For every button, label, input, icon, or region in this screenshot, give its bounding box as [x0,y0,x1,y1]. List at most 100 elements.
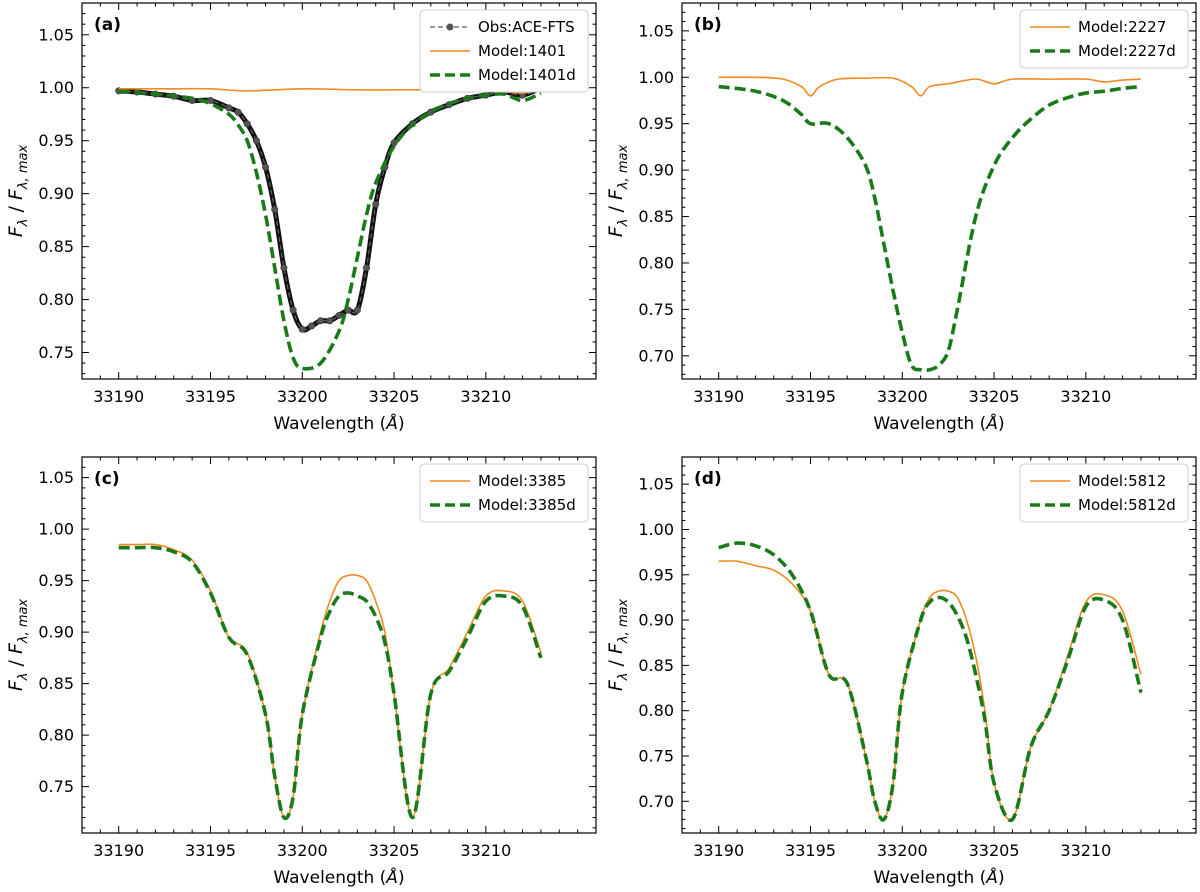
y-tick-label: 1.05 [38,25,74,44]
series-line-dashed [118,545,543,821]
x-axis-label: Wavelength (Å) [873,866,1004,888]
series-point [298,325,306,333]
y-axis-label: Fλ / Fλ, max [605,145,631,238]
legend-entry: Model:2227d [1078,42,1176,60]
y-tick-label: 1.00 [638,68,674,87]
y-tick-label: 0.70 [638,346,674,365]
x-tick-label: 33210 [460,841,511,860]
x-tick-label: 33190 [93,387,144,406]
legend-box [1019,463,1189,523]
panel-b: 33190 33195 33200 33205 33210 0.70 0.75 0.80 0.8… [605,2,1197,434]
panel-a: 33190 33195 33200 33205 33210 0.75 0.80 0.85 0.9… [5,2,597,434]
x-tick-label: 33200 [877,387,928,406]
x-tick-label: 33190 [693,841,744,860]
legend-entry: Model:3385d [478,496,576,514]
series-point [225,104,233,112]
legend-entry: Model:5812 [1078,472,1166,490]
series-point [353,306,361,314]
y-axis-label: Fλ / Fλ, max [5,599,31,692]
series-point [234,108,242,116]
y-tick-label: 0.70 [638,792,674,811]
y-axis-label: Fλ / Fλ, max [5,145,31,238]
legend: Model:5812 Model:5812d [1019,463,1189,523]
x-tick-label: 33210 [460,387,511,406]
x-axis-label: Wavelength (Å) [273,866,404,888]
series-point [252,137,260,145]
series-group [718,76,1142,373]
panel-label: (a) [94,15,121,35]
y-tick-label: 0.90 [38,623,74,642]
series-line-solid [118,543,542,820]
y-axis-label: Fλ / Fλ, max [605,599,631,692]
y-tick-label: 0.90 [638,611,674,630]
series-line-dashed [718,541,1143,823]
x-tick-label: 33205 [969,841,1020,860]
series-line-obs [118,87,542,331]
y-tick-label: 0.85 [38,237,74,256]
y-tick-label: 1.05 [638,475,674,494]
y-tick-label: 1.05 [638,21,674,40]
y-tick-label: 0.75 [38,343,74,362]
y-tick-label: 0.80 [638,253,674,272]
series-line-solid [718,76,1141,97]
y-tick-label: 1.00 [38,78,74,97]
x-tick-label: 33210 [1060,387,1111,406]
legend-box [1019,9,1189,69]
y-tick-label: 0.75 [638,300,674,319]
x-tick-label: 33195 [185,841,236,860]
y-tick-label: 0.80 [38,726,74,745]
series-point [363,264,371,272]
y-tick-label: 0.75 [638,746,674,765]
x-tick-label: 33210 [1060,841,1111,860]
y-tick-label: 0.85 [638,656,674,675]
x-axis-label: Wavelength (Å) [273,412,404,434]
series-point [372,200,380,208]
legend-entry: Model:5812d [1078,496,1176,514]
y-tick-label: 0.80 [638,701,674,720]
series-line-dashed [118,89,542,371]
x-tick-label: 33195 [785,841,836,860]
series-point [243,120,251,128]
panel-c: 33190 33195 33200 33205 33210 0.75 0.80 0.85 0.9… [5,456,597,888]
panel-label: (c) [94,469,120,489]
x-tick-label: 33190 [693,387,744,406]
series-point [307,322,315,330]
series-point [289,306,297,314]
x-tick-label: 33190 [93,841,144,860]
legend: Model:2227 Model:2227d [1019,9,1189,69]
panel-d: 33190 33195 33200 33205 33210 0.70 0.75 0.80 0.8… [605,456,1197,888]
legend-entry: Model:3385 [478,472,566,490]
y-tick-label: 0.95 [38,131,74,150]
legend-box [419,463,589,523]
panel-label: (b) [694,15,722,35]
x-tick-label: 33205 [969,387,1020,406]
y-tick-label: 1.05 [38,468,74,487]
legend-box [419,9,589,93]
y-tick-label: 0.90 [638,161,674,180]
y-tick-label: 0.95 [38,571,74,590]
y-tick-label: 0.75 [38,777,74,796]
y-tick-label: 0.90 [38,184,74,203]
y-tick-label: 0.95 [638,114,674,133]
series-point [335,311,343,319]
legend: Model:3385 Model:3385d [419,463,589,523]
y-tick-label: 1.00 [38,520,74,539]
series-group [118,543,543,821]
series-point [280,264,288,272]
series-point [271,206,279,214]
x-tick-label: 33195 [785,387,836,406]
series-line-obs-band [116,85,544,333]
x-tick-label: 33200 [277,841,328,860]
series-group [718,541,1143,823]
y-tick-label: 0.95 [638,565,674,584]
y-tick-label: 0.85 [638,207,674,226]
x-tick-label: 33205 [369,841,420,860]
panel-label: (d) [694,469,722,489]
legend: Obs:ACE-FTS Model:1401 Model:1401d [419,9,589,93]
legend-entry: Obs:ACE-FTS [478,18,575,36]
legend-entry: Model:1401d [478,66,576,84]
series-point [262,163,270,171]
x-tick-label: 33195 [185,387,236,406]
series-group [115,84,545,371]
